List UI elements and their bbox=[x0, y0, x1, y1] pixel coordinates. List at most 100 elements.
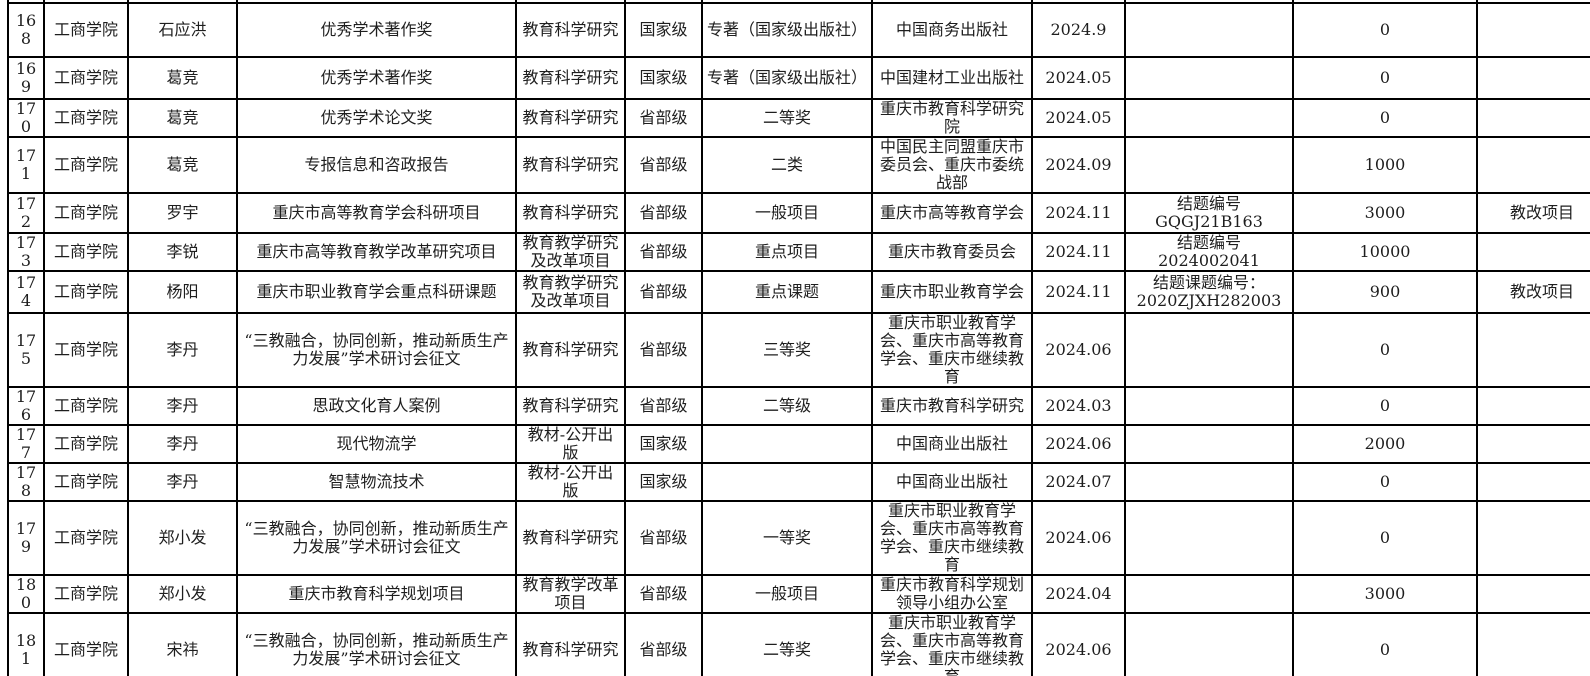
cell-date: 2024.05 bbox=[1031, 56, 1126, 100]
cell-remark bbox=[1476, 2, 1590, 58]
cell-no: 176 bbox=[7, 386, 45, 426]
cell-no: 175 bbox=[7, 312, 45, 388]
cell-empty bbox=[701, 0, 873, 4]
cell-award: 二等奖 bbox=[701, 98, 873, 138]
table-row-171: 171 工商学院 葛竞 专报信息和咨政报告 教育科学研究 省部级 二类 中国民主同盟重庆市委员… bbox=[7, 136, 1590, 194]
cell-remark bbox=[1476, 386, 1590, 426]
cell-date: 2024.11 bbox=[1031, 232, 1126, 272]
cell-category: 教育教学研究及改革项目 bbox=[515, 270, 626, 314]
cell-level: 省部级 bbox=[624, 500, 703, 576]
cell-title: 优秀学术著作奖 bbox=[236, 56, 517, 100]
cell-award: 一般项目 bbox=[701, 192, 873, 234]
cell-note bbox=[1124, 462, 1294, 502]
cell-college: 工商学院 bbox=[43, 424, 129, 464]
cell-amount: 0 bbox=[1292, 2, 1478, 58]
cell-org: 中国民主同盟重庆市委员会、重庆市委统战部 bbox=[871, 136, 1033, 194]
cell-award bbox=[701, 462, 873, 502]
cell-category: 教育教学研究及改革项目 bbox=[515, 232, 626, 272]
cell-title: 重庆市高等教育教学改革研究项目 bbox=[236, 232, 517, 272]
cell-level: 省部级 bbox=[624, 270, 703, 314]
cell-name: 李丹 bbox=[127, 462, 238, 502]
cell-org: 重庆市教育科学规划领导小组办公室 bbox=[871, 574, 1033, 614]
cell-amount: 0 bbox=[1292, 98, 1478, 138]
cell-award: 二等级 bbox=[701, 386, 873, 426]
cell-org: 重庆市职业教育学会、重庆市高等教育学会、重庆市继续教育 bbox=[871, 612, 1033, 676]
cell-no: 178 bbox=[7, 462, 45, 502]
table-row-172: 172 工商学院 罗宇 重庆市高等教育学会科研项目 教育科学研究 省部级 一般项目 重庆市高等… bbox=[7, 192, 1590, 234]
cell-empty bbox=[871, 0, 1033, 4]
cell-note bbox=[1124, 386, 1294, 426]
cell-title: “三教融合，协同创新，推动新质生产力发展”学术研讨会征文 bbox=[236, 312, 517, 388]
cell-amount: 10000 bbox=[1292, 232, 1478, 272]
cell-remark bbox=[1476, 232, 1590, 272]
cell-award: 三等奖 bbox=[701, 312, 873, 388]
cell-amount: 0 bbox=[1292, 312, 1478, 388]
cell-award: 专著（国家级出版社） bbox=[701, 2, 873, 58]
cell-category: 教育科学研究 bbox=[515, 56, 626, 100]
cell-date: 2024.05 bbox=[1031, 98, 1126, 138]
cell-no: 168 bbox=[7, 2, 45, 58]
table-row-170: 170 工商学院 葛竞 优秀学术论文奖 教育科学研究 省部级 二等奖 重庆市教育科学研究院 20… bbox=[7, 98, 1590, 138]
cell-level: 国家级 bbox=[624, 462, 703, 502]
cell-title: 优秀学术论文奖 bbox=[236, 98, 517, 138]
cell-name: 宋祎 bbox=[127, 612, 238, 676]
cell-remark bbox=[1476, 312, 1590, 388]
cell-empty bbox=[1476, 0, 1590, 4]
cell-award: 一等奖 bbox=[701, 500, 873, 576]
cell-college: 工商学院 bbox=[43, 56, 129, 100]
cell-remark bbox=[1476, 612, 1590, 676]
cell-award bbox=[701, 424, 873, 464]
cell-name: 李丹 bbox=[127, 424, 238, 464]
cell-remark bbox=[1476, 500, 1590, 576]
cell-date: 2024.09 bbox=[1031, 136, 1126, 194]
cell-category: 教材-公开出版 bbox=[515, 424, 626, 464]
cell-remark bbox=[1476, 56, 1590, 100]
cell-name: 郑小发 bbox=[127, 500, 238, 576]
cell-org: 重庆市高等教育学会 bbox=[871, 192, 1033, 234]
cell-remark: 教改项目 bbox=[1476, 270, 1590, 314]
cell-empty bbox=[236, 0, 517, 4]
cell-amount: 2000 bbox=[1292, 424, 1478, 464]
cell-amount: 3000 bbox=[1292, 192, 1478, 234]
cell-college: 工商学院 bbox=[43, 312, 129, 388]
cell-college: 工商学院 bbox=[43, 574, 129, 614]
cell-no: 173 bbox=[7, 232, 45, 272]
cell-name: 李锐 bbox=[127, 232, 238, 272]
cell-college: 工商学院 bbox=[43, 2, 129, 58]
cell-category: 教育教学改革项目 bbox=[515, 574, 626, 614]
table-row-178: 178 工商学院 李丹 智慧物流技术 教材-公开出版 国家级 中国商业出版社 2024.07 0 bbox=[7, 462, 1590, 502]
cell-remark bbox=[1476, 136, 1590, 194]
cell-empty bbox=[1292, 0, 1478, 4]
cell-empty bbox=[7, 0, 45, 4]
cell-category: 教育科学研究 bbox=[515, 612, 626, 676]
cell-amount: 0 bbox=[1292, 56, 1478, 100]
cell-amount: 900 bbox=[1292, 270, 1478, 314]
cell-no: 171 bbox=[7, 136, 45, 194]
cell-title: 现代物流学 bbox=[236, 424, 517, 464]
cell-no: 169 bbox=[7, 56, 45, 100]
cell-date: 2024.06 bbox=[1031, 312, 1126, 388]
cell-level: 国家级 bbox=[624, 2, 703, 58]
cell-category: 教育科学研究 bbox=[515, 312, 626, 388]
cell-org: 重庆市教育科学研究 bbox=[871, 386, 1033, 426]
cell-org: 重庆市教育科学研究院 bbox=[871, 98, 1033, 138]
cell-org: 重庆市职业教育学会、重庆市高等教育学会、重庆市继续教育 bbox=[871, 312, 1033, 388]
cell-amount: 0 bbox=[1292, 462, 1478, 502]
cell-title: 重庆市高等教育学会科研项目 bbox=[236, 192, 517, 234]
cell-date: 2024.06 bbox=[1031, 612, 1126, 676]
cell-name: 葛竞 bbox=[127, 136, 238, 194]
cell-note bbox=[1124, 574, 1294, 614]
cell-college: 工商学院 bbox=[43, 136, 129, 194]
cell-level: 省部级 bbox=[624, 312, 703, 388]
cell-date: 2024.04 bbox=[1031, 574, 1126, 614]
cell-award: 二类 bbox=[701, 136, 873, 194]
cell-amount: 0 bbox=[1292, 612, 1478, 676]
cell-remark: 教改项目 bbox=[1476, 192, 1590, 234]
cell-category: 教育科学研究 bbox=[515, 2, 626, 58]
cell-college: 工商学院 bbox=[43, 612, 129, 676]
cell-level: 省部级 bbox=[624, 192, 703, 234]
table-row-180: 180 工商学院 郑小发 重庆市教育科学规划项目 教育教学改革项目 省部级 一般项目 重庆市教… bbox=[7, 574, 1590, 614]
cell-note bbox=[1124, 500, 1294, 576]
cell-org: 中国商务出版社 bbox=[871, 2, 1033, 58]
cell-note bbox=[1124, 312, 1294, 388]
